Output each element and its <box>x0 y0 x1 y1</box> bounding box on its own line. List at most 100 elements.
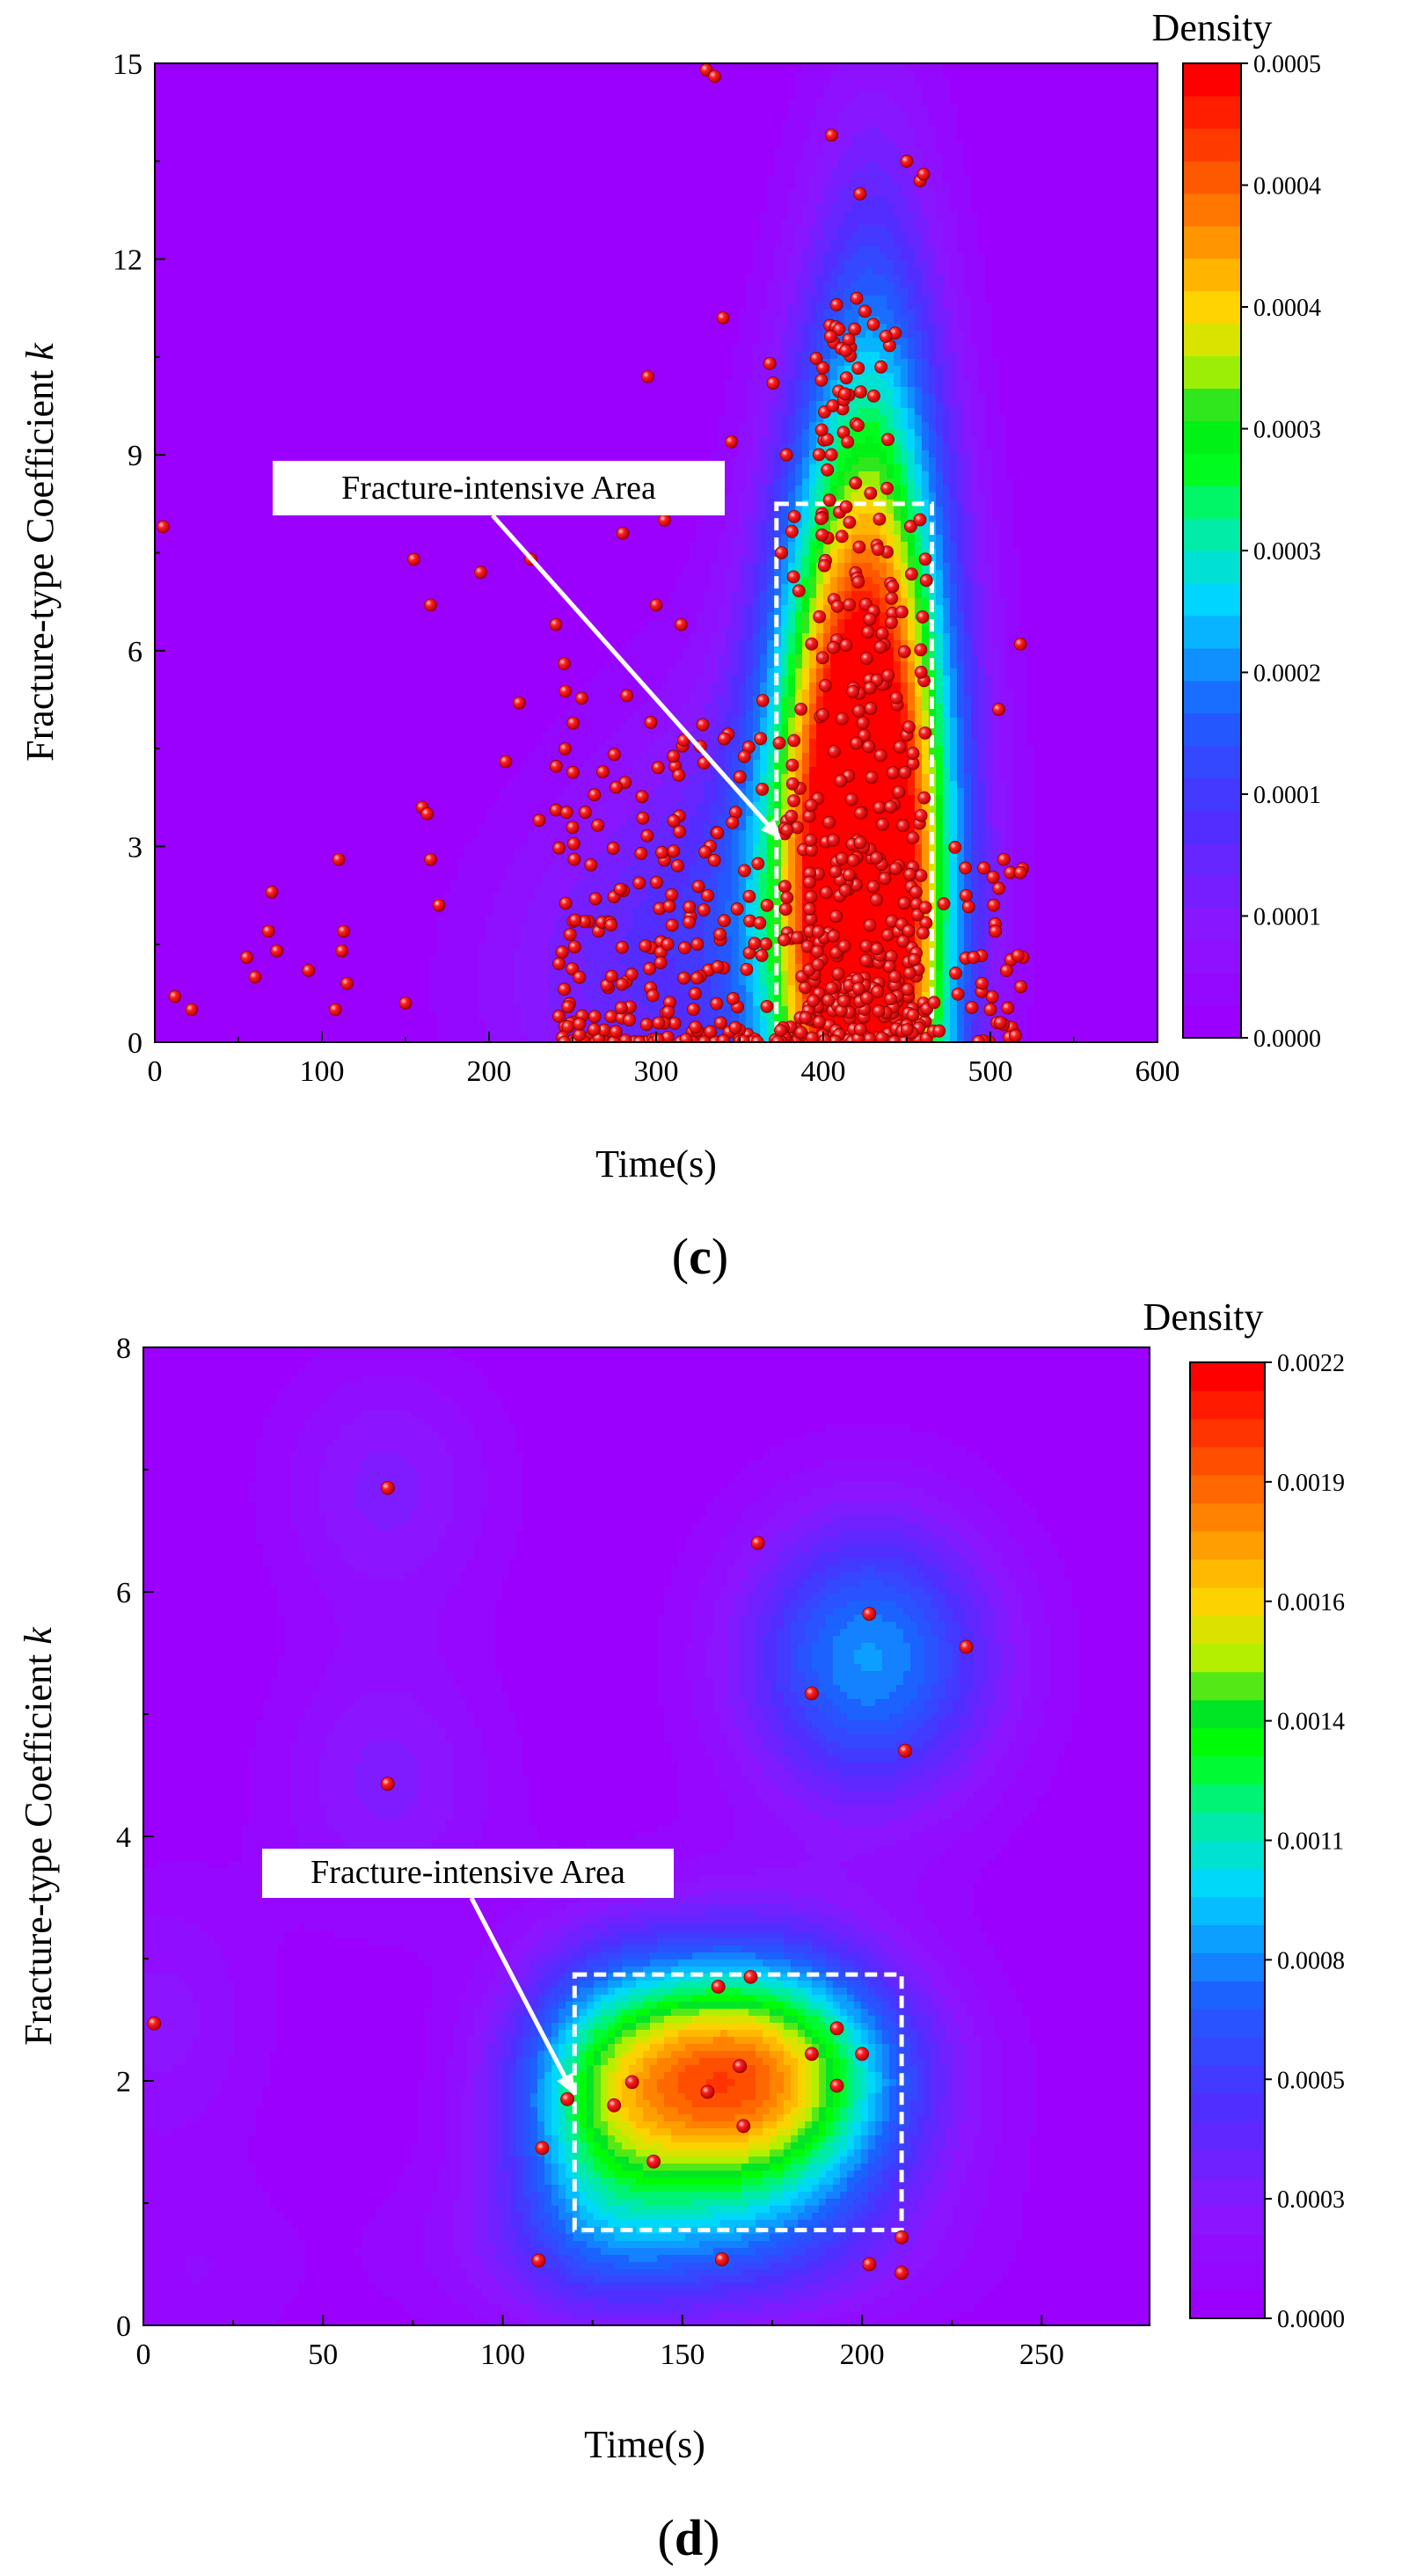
density-cell <box>1119 232 1127 240</box>
density-cell <box>1147 127 1155 135</box>
density-cell <box>964 148 972 156</box>
density-cell <box>668 176 676 184</box>
density-cell <box>704 148 712 156</box>
density-cell <box>823 70 831 78</box>
density-cell <box>612 190 620 198</box>
density-cell <box>873 134 880 142</box>
density-cell <box>626 63 634 71</box>
density-cell <box>296 127 303 135</box>
density-cell <box>816 148 824 156</box>
density-cell <box>190 148 198 156</box>
density-cell <box>1020 169 1028 177</box>
density-cell <box>457 91 465 99</box>
density-cell <box>640 91 648 99</box>
density-cell <box>563 70 571 78</box>
density-cell <box>880 281 887 289</box>
density-cell <box>760 303 768 310</box>
density-cell <box>964 218 972 226</box>
density-cell <box>1070 267 1077 275</box>
density-cell <box>239 239 247 247</box>
density-cell <box>1147 91 1155 99</box>
density-cell <box>1055 63 1063 71</box>
density-cell <box>366 70 374 78</box>
density-cell <box>267 296 275 303</box>
density-cell <box>345 91 353 99</box>
density-cell <box>1034 296 1042 303</box>
density-cell <box>1048 267 1056 275</box>
density-cell <box>1077 176 1084 184</box>
density-cell <box>887 84 895 92</box>
density-cell <box>732 296 740 303</box>
density-cell <box>331 274 339 282</box>
density-cell <box>429 253 437 261</box>
density-cell <box>1098 239 1106 247</box>
density-cell <box>225 218 233 226</box>
density-cell <box>387 134 395 142</box>
density-cell <box>598 218 606 226</box>
density-cell <box>1091 274 1099 282</box>
density-cell <box>619 197 627 205</box>
density-cell <box>422 239 430 247</box>
density-cell <box>584 63 592 71</box>
density-cell <box>570 127 578 135</box>
density-cell <box>471 99 479 106</box>
density-cell <box>486 134 493 142</box>
density-cell <box>331 70 339 78</box>
density-cell <box>880 84 887 92</box>
density-cell <box>704 204 712 212</box>
density-cell <box>591 232 599 240</box>
density-cell <box>584 296 592 303</box>
density-cell <box>521 267 529 275</box>
density-cell <box>1034 176 1042 184</box>
density-cell <box>563 296 571 303</box>
density-cell <box>577 106 585 113</box>
density-cell <box>380 84 388 92</box>
density-cell <box>746 190 754 198</box>
density-cell <box>296 134 303 142</box>
density-cell <box>556 176 564 184</box>
density-cell <box>711 91 719 99</box>
density-cell <box>521 127 529 135</box>
density-cell <box>366 260 374 268</box>
density-cell <box>711 267 719 275</box>
density-cell <box>260 77 268 85</box>
density-cell <box>1055 99 1063 106</box>
density-cell <box>894 120 902 128</box>
density-cell <box>795 281 803 289</box>
density-cell <box>950 190 958 198</box>
density-cell <box>274 288 282 296</box>
density-cell <box>345 63 353 71</box>
density-cell <box>253 99 261 106</box>
density-cell <box>1006 141 1014 149</box>
density-cell <box>478 183 486 191</box>
density-cell <box>894 127 902 135</box>
density-cell <box>246 253 254 261</box>
density-cell <box>605 148 613 156</box>
density-cell <box>675 120 683 128</box>
density-cell <box>619 211 627 219</box>
density-cell <box>436 70 444 78</box>
density-cell <box>584 225 592 233</box>
density-cell <box>331 84 339 92</box>
density-cell <box>887 120 895 128</box>
density-cell <box>1112 70 1120 78</box>
density-cell <box>908 260 916 268</box>
density-cell <box>1133 197 1141 205</box>
density-cell <box>288 190 296 198</box>
density-cell <box>563 99 571 106</box>
density-cell <box>718 239 726 247</box>
density-cell <box>746 232 754 240</box>
density-cell <box>1126 190 1134 198</box>
density-cell <box>155 190 163 198</box>
density-cell <box>324 77 332 85</box>
density-cell <box>1041 84 1049 92</box>
density-cell <box>352 127 360 135</box>
density-cell <box>690 190 697 198</box>
density-cell <box>690 162 697 170</box>
density-cell <box>753 190 761 198</box>
density-cell <box>1020 176 1028 184</box>
density-cell <box>352 63 360 71</box>
density-cell <box>577 148 585 156</box>
density-cell <box>950 162 958 170</box>
density-cell <box>760 197 768 205</box>
